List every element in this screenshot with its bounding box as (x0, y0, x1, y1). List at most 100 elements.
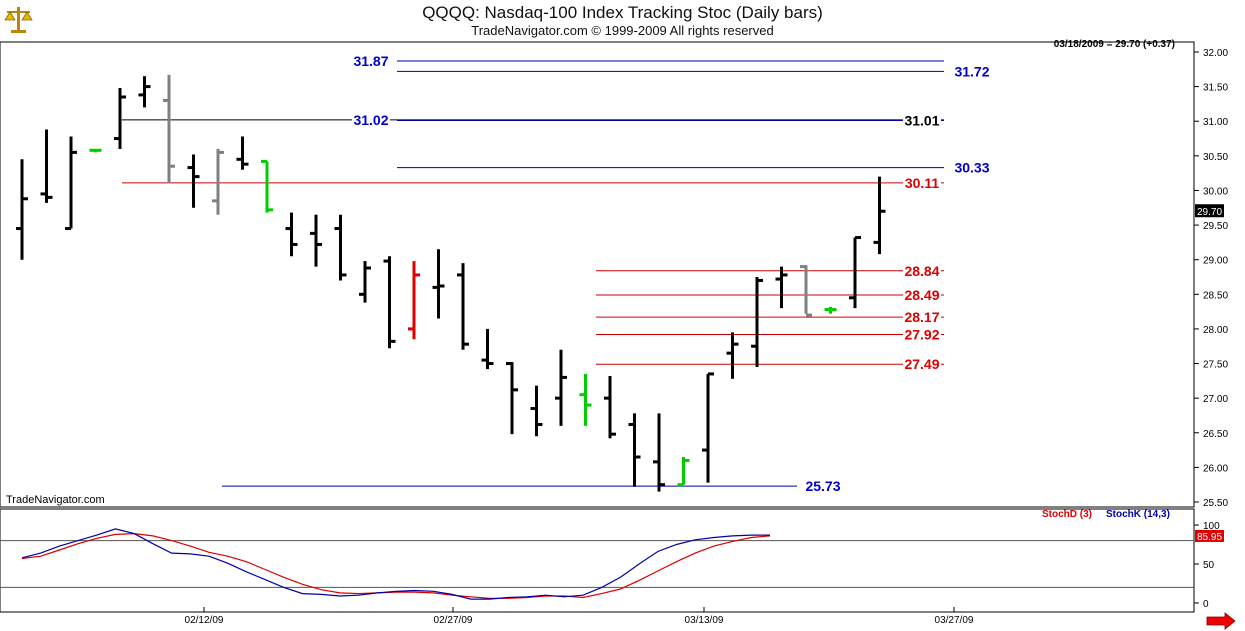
level-label: 28.49 (904, 287, 939, 303)
legend-stochk: StochK (14,3) (1106, 509, 1170, 520)
date-tick-label: 03/13/09 (685, 615, 724, 626)
price-tick-label: 26.00 (1203, 463, 1228, 474)
price-tick-label: 28.00 (1203, 325, 1228, 336)
stoch-series-line (21, 528, 770, 600)
stoch-panel-frame (0, 508, 1195, 613)
ohlc-bar (285, 212, 298, 257)
level-label-bg (903, 309, 941, 326)
last-price-box (1195, 204, 1224, 218)
price-tick-label: 25.50 (1203, 498, 1228, 509)
level-label: 31.72 (954, 63, 989, 79)
ohlc-bar (383, 256, 396, 349)
ohlc-bar (236, 136, 249, 170)
level-label-bg (903, 356, 941, 373)
ohlc-bar (163, 74, 175, 184)
price-tick-label: 31.00 (1203, 117, 1228, 128)
ohlc-bar (408, 261, 420, 340)
price-tick-label: 32.00 (1203, 48, 1228, 59)
ohlc-bar (65, 136, 77, 231)
level-label: 31.87 (353, 53, 388, 69)
chart-subtitle: TradeNavigator.com © 1999-2009 All right… (471, 23, 774, 38)
scales-icon (4, 7, 33, 33)
level-label: 30.33 (954, 160, 989, 176)
price-tick-label: 29.50 (1203, 221, 1228, 232)
level-label-bg (903, 174, 941, 191)
ohlc-bar (138, 76, 151, 108)
ohlc-bar (187, 154, 200, 208)
ohlc-bar (89, 148, 102, 153)
price-panel-frame (0, 41, 1195, 508)
ohlc-bar (310, 214, 322, 267)
ohlc-bar (849, 236, 861, 309)
level-label-bg (352, 53, 390, 69)
ohlc-bar (481, 328, 494, 370)
level-label-bg (903, 287, 941, 303)
ohlc-bar (702, 372, 714, 483)
ohlc-bar (114, 88, 126, 149)
ohlc-bar (873, 176, 886, 255)
watermark: TradeNavigator.com (6, 494, 105, 506)
level-label: 27.49 (904, 356, 939, 372)
ohlc-bar (432, 249, 445, 319)
stoch-tick-label: 100 (1203, 521, 1220, 532)
date-tick-label: 02/27/09 (434, 615, 473, 626)
ohlc-bar (16, 159, 28, 260)
ohlc-bar (579, 373, 592, 426)
level-label: 31.01 (904, 113, 939, 129)
stochastic-lines (21, 528, 771, 600)
date-tick-label: 03/27/09 (935, 615, 974, 626)
ohlc-bar (824, 306, 837, 314)
ohlc-bar (604, 376, 616, 439)
date-axis: 02/12/09 02/27/09 03/13/09 03/27/09 (185, 607, 974, 626)
price-tick-label: 26.50 (1203, 429, 1228, 440)
price-tick-label: 30.50 (1203, 152, 1228, 163)
last-quote: 03/18/2009 = 29.70 (+0.37) (1053, 39, 1175, 50)
arrow-right-icon[interactable] (1206, 612, 1236, 630)
price-tick-label: 28.50 (1203, 290, 1228, 301)
level-label: 25.73 (805, 478, 840, 494)
level-label-bg (953, 159, 991, 176)
last-price-label: 29.70 (1197, 207, 1222, 218)
ohlc-bar (775, 266, 788, 309)
ohlc-bar (726, 332, 739, 379)
level-label: 28.84 (904, 263, 939, 279)
ohlc-bar (800, 265, 812, 317)
price-bars (16, 74, 886, 492)
level-label-bg (953, 63, 991, 80)
level-label-bg (903, 112, 941, 129)
ohlc-bar (628, 413, 641, 487)
level-label-bg (804, 478, 842, 495)
price-tick-label: 31.50 (1203, 83, 1228, 94)
ohlc-bar (751, 277, 763, 367)
level-lines: 31.87 31.72 31.02 31.01 30.33 30.11 28.84 28.49… (122, 53, 991, 495)
stoch-tick-label: 0 (1203, 599, 1209, 610)
ohlc-bar (457, 263, 469, 350)
ohlc-bar (653, 413, 665, 492)
ohlc-bar (212, 148, 224, 215)
price-tick-label: 30.00 (1203, 186, 1228, 197)
stoch-last-label: 85.95 (1197, 532, 1222, 543)
ohlc-bar (334, 214, 347, 281)
price-axis: 25.50 26.00 26.50 27.00 27.50 28.00 28.50 29.00… (1194, 48, 1228, 509)
ohlc-bar (40, 129, 53, 203)
stoch-tick-label: 50 (1203, 560, 1215, 571)
level-label-bg (903, 262, 941, 279)
level-label-bg (352, 111, 390, 128)
ohlc-bar (359, 261, 371, 303)
level-label: 30.11 (905, 175, 939, 191)
ohlc-bar (530, 385, 543, 437)
ohlc-bar (555, 349, 567, 426)
price-tick-label: 27.00 (1203, 394, 1228, 405)
level-label: 27.92 (904, 326, 939, 342)
level-label: 31.02 (353, 112, 388, 128)
ohlc-bar (261, 159, 273, 213)
date-tick-label: 02/12/09 (185, 615, 224, 626)
price-tick-label: 27.50 (1203, 360, 1228, 371)
level-label-bg (903, 326, 941, 343)
ohlc-bar (677, 457, 690, 487)
level-label: 28.17 (904, 309, 939, 325)
price-tick-label: 29.00 (1203, 256, 1228, 267)
